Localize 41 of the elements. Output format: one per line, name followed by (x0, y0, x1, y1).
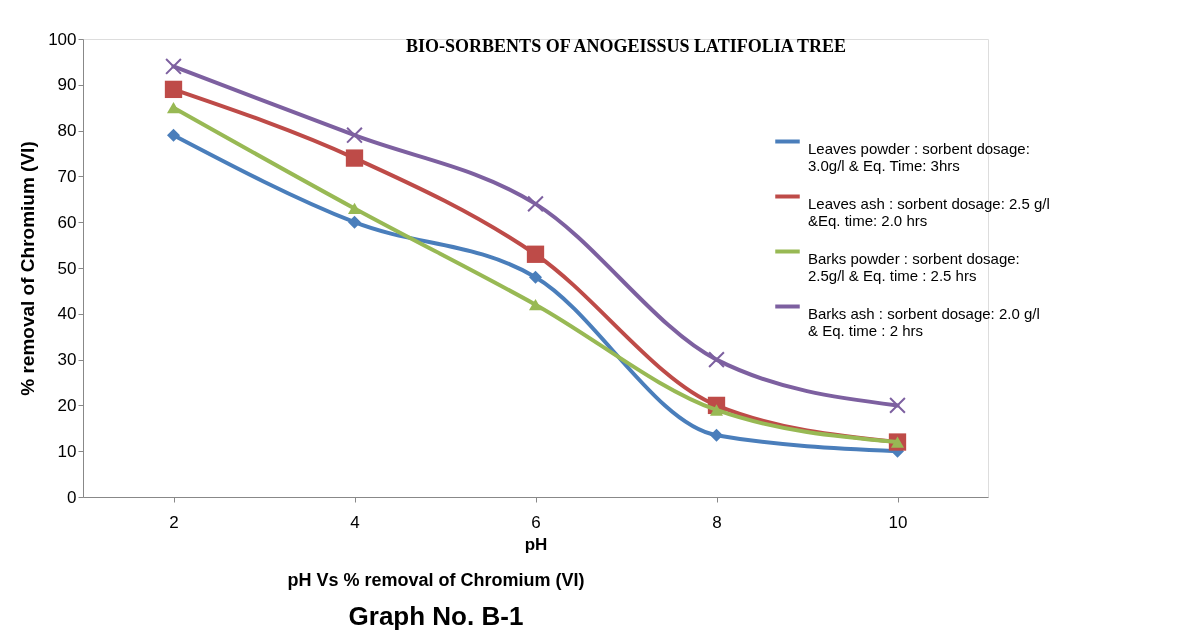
y-tick-label: 60 (57, 212, 77, 232)
legend-label: Barks powder : sorbent dosage: 2.5g/l & Eq. time : 2.5 hrs (808, 249, 1020, 284)
point (165, 58, 182, 75)
text: pH Vs % removal of Chromium (VI) (287, 570, 585, 590)
y-tick-label: 100 (48, 29, 77, 49)
point (889, 396, 906, 414)
point (708, 351, 725, 369)
point (527, 195, 544, 213)
text: Graph No. B-1 (348, 601, 524, 631)
x-tick-label: 4 (350, 512, 360, 532)
y-tick-label: 0 (67, 487, 77, 507)
point (528, 298, 543, 311)
y-tick-label: 50 (57, 258, 77, 278)
x-tick-label: 2 (169, 512, 179, 532)
point (709, 428, 724, 442)
x-tick-label: 10 (888, 512, 908, 532)
point (166, 128, 181, 142)
point (528, 270, 543, 284)
y-tick-label: 10 (57, 441, 77, 461)
x-tick-label: 6 (531, 512, 541, 532)
y-tick-label: 80 (57, 121, 77, 141)
y-tick-label: 70 (57, 166, 77, 186)
legend-label: Barks ash : sorbent dosage: 2.0 g/l & Eq. time : 2 hrs (808, 304, 1040, 339)
legend-label: Leaves ash : sorbent dosage: 2.5 g/l &Eq. time: 2.0 hrs (808, 194, 1050, 229)
x-tick-label: 8 (712, 512, 722, 532)
point (345, 149, 364, 167)
point (526, 245, 545, 263)
y-axis-title: % removal of Chromium (VI) (17, 141, 39, 396)
y-tick-label: 30 (57, 350, 77, 370)
point (347, 215, 362, 229)
chart-title: BIO-SORBENTS OF ANOGEISSUS LATIFOLIA TREE (406, 36, 846, 56)
point (346, 126, 363, 144)
x-axis-title: pH (524, 534, 548, 554)
y-tick-label: 20 (57, 395, 77, 415)
point (347, 202, 362, 215)
point (166, 102, 181, 114)
point (709, 404, 724, 416)
y-tick-label: 40 (57, 304, 77, 324)
point (164, 80, 183, 99)
y-tick-label: 90 (57, 75, 77, 95)
legend-label: Leaves powder : sorbent dosage: 3.0g/l & Eq. Time: 3hrs (808, 139, 1030, 174)
